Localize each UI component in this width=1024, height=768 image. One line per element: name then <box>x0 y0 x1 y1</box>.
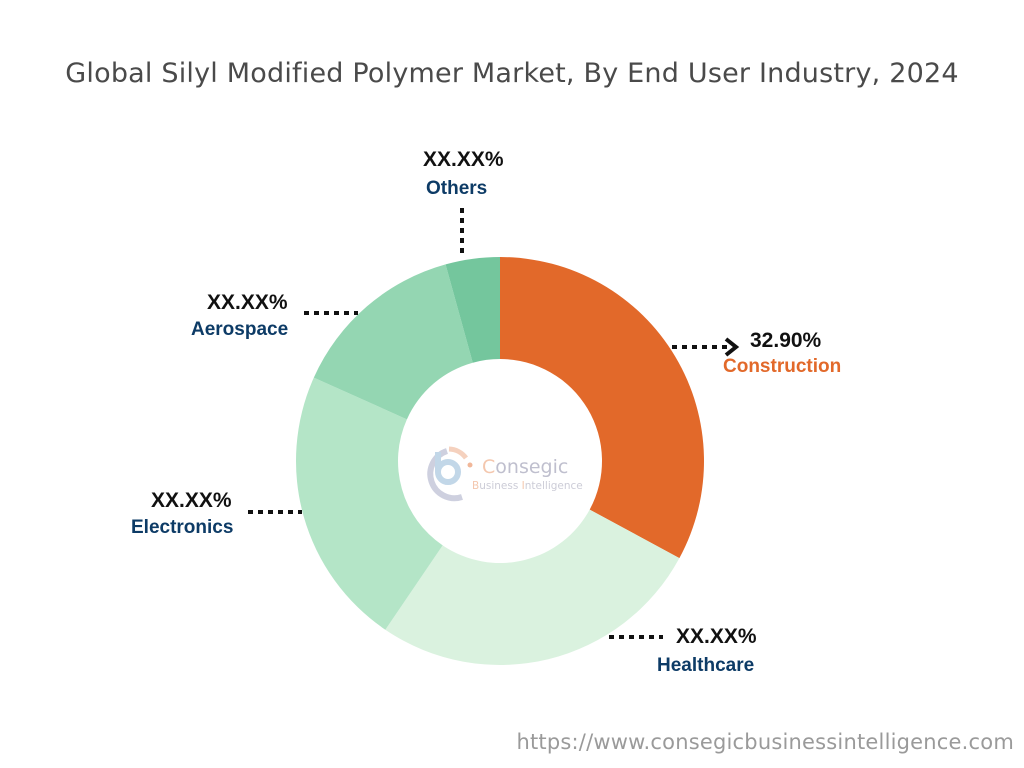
slice-construction <box>500 257 705 559</box>
label-value-construction: 32.90% <box>750 329 822 352</box>
slice-electronics <box>296 377 443 630</box>
consegic-logo: Consegic Business Intelligence <box>427 446 583 502</box>
label-value-electronics: XX.XX% <box>151 489 232 512</box>
label-value-others: XX.XX% <box>423 148 504 171</box>
label-name-construction: Construction <box>723 356 842 377</box>
label-value-aerospace: XX.XX% <box>207 291 288 314</box>
slice-healthcare <box>385 509 680 666</box>
logo-brand: Consegic <box>482 456 568 478</box>
label-value-healthcare: XX.XX% <box>676 625 757 648</box>
label-name-electronics: Electronics <box>131 517 234 538</box>
label-name-healthcare: Healthcare <box>657 655 755 676</box>
logo-tagline: Business Intelligence <box>472 480 583 492</box>
chart-title: Global Silyl Modified Polymer Market, By… <box>65 58 959 89</box>
source-url: https://www.consegicbusinessintelligence… <box>516 730 1014 754</box>
label-name-aerospace: Aerospace <box>191 319 289 340</box>
slice-aerospace <box>313 264 473 420</box>
slice-others <box>445 257 500 363</box>
label-name-others: Others <box>426 178 488 199</box>
arrow-icon <box>724 337 740 357</box>
donut-slices <box>296 257 705 666</box>
